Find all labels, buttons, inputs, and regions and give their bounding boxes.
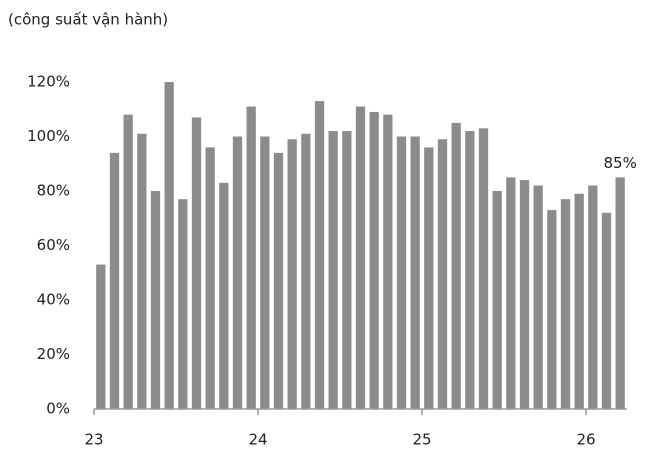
bar [164,82,174,409]
bar [451,122,461,409]
y-tick-label: 60% [37,236,70,254]
bar [232,136,243,409]
bar [369,111,379,409]
bar [383,114,393,409]
bar [410,136,420,409]
y-tick-label: 120% [27,73,70,91]
bar [492,191,502,409]
bar [328,131,338,410]
x-tick-label: 26 [576,431,595,449]
x-tick-label: 25 [412,431,431,449]
value-label: 85% [603,154,636,172]
bar [615,177,625,409]
y-tick-label: 40% [37,291,70,309]
bar [396,136,407,409]
bar [465,131,475,410]
bar [205,147,215,409]
bar [533,185,543,409]
bar [342,131,352,410]
bar [219,182,229,409]
bar [588,185,598,409]
y-tick-label: 20% [37,345,70,363]
bar [123,114,133,409]
chart-title: (công suất vận hành) [8,11,168,29]
bar [355,106,366,410]
bar [437,139,448,409]
bar [314,101,325,409]
bar [547,210,557,409]
bar [109,152,120,409]
bar [150,191,161,409]
bar [601,212,612,409]
bar [191,117,202,410]
bar [178,199,188,409]
bar [301,133,311,409]
bar [478,128,489,409]
bar [273,152,284,409]
x-tick-label: 23 [84,431,103,449]
bar [519,180,530,409]
bar [246,106,256,410]
y-tick-label: 80% [37,182,70,200]
bar [96,264,106,409]
bar [506,177,516,409]
bar [574,193,584,409]
bar [424,147,434,409]
y-tick-label: 0% [46,400,70,418]
bar [560,199,571,409]
bar [287,139,297,409]
bar [260,136,270,409]
y-tick-label: 100% [27,127,70,145]
bar [137,133,147,409]
x-tick-label: 24 [248,431,267,449]
